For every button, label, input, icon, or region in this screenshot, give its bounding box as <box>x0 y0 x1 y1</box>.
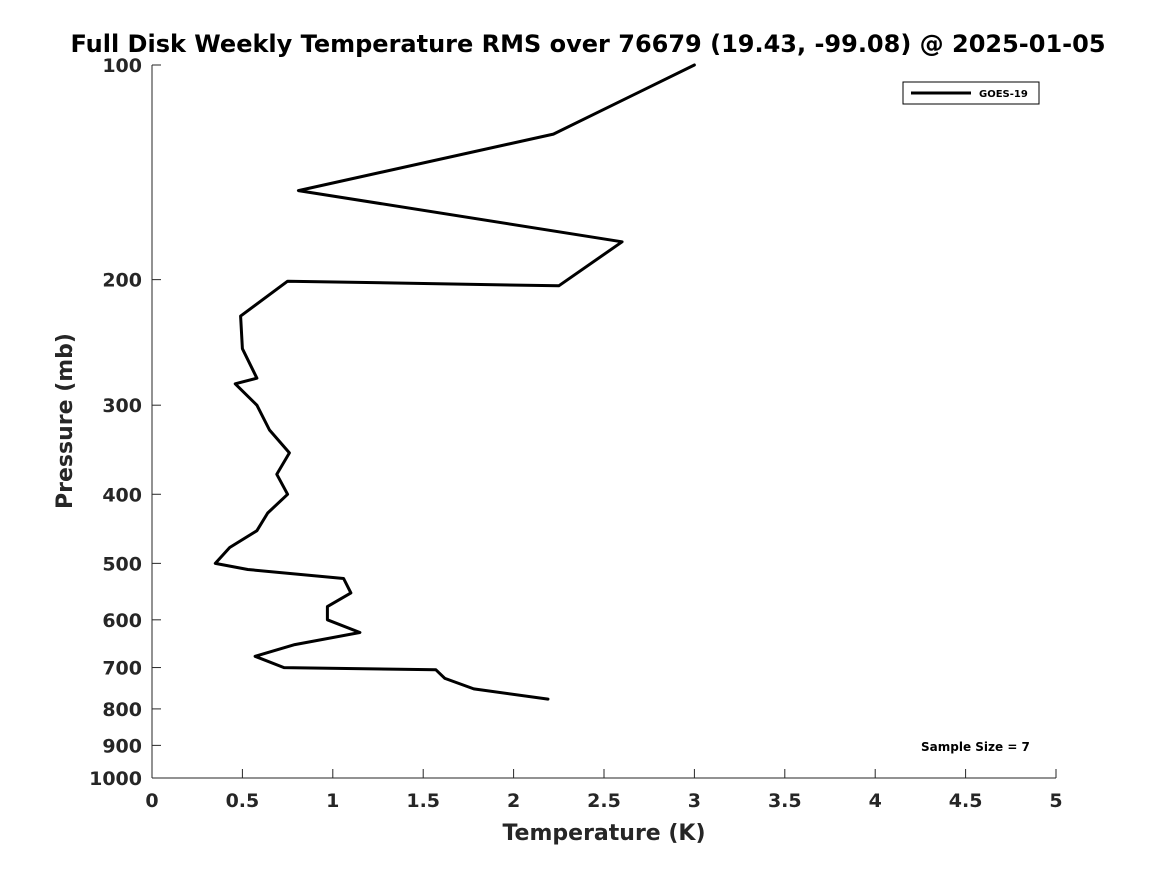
x-tick-label: 3 <box>688 790 701 812</box>
x-tick-label: 4.5 <box>949 790 983 812</box>
x-tick-label: 5 <box>1049 790 1062 812</box>
x-tick-label: 0.5 <box>226 790 260 812</box>
x-tick-label: 1 <box>326 790 339 812</box>
series-group <box>213 63 696 701</box>
y-tick-label: 700 <box>102 658 142 680</box>
y-axis-ticks: 100 200 300 400 500 600 700 800 900 1000 <box>89 55 161 790</box>
y-tick-label: 400 <box>102 484 142 506</box>
x-tick-label: 2 <box>507 790 520 812</box>
x-tick-label: 3.5 <box>768 790 802 812</box>
x-tick-label: 2.5 <box>587 790 621 812</box>
x-tick-label: 4 <box>869 790 882 812</box>
y-tick-label: 800 <box>102 699 142 721</box>
y-tick-label: 900 <box>102 735 142 757</box>
sample-size-annotation: Sample Size = 7 <box>921 740 1030 754</box>
x-tick-label: 1.5 <box>406 790 440 812</box>
chart-title: Full Disk Weekly Temperature RMS over 76… <box>70 30 1105 58</box>
y-tick-label: 500 <box>102 553 142 575</box>
y-axis-label: Pressure (mb) <box>53 333 78 509</box>
legend-label-goes-19: GOES-19 <box>979 89 1028 100</box>
axes <box>151 65 1056 779</box>
y-tick-label: 300 <box>102 395 142 417</box>
y-tick-label: 100 <box>102 55 142 77</box>
y-tick-label: 1000 <box>89 768 142 790</box>
x-axis-label: Temperature (K) <box>502 821 705 846</box>
legend: GOES-19 <box>902 81 1040 105</box>
y-tick-label: 200 <box>102 270 142 292</box>
y-tick-label: 600 <box>102 610 142 632</box>
series-line-goes-19 <box>213 63 696 701</box>
x-axis-ticks: 0 0.5 1 1.5 2 2.5 3 3.5 4 4.5 5 <box>145 769 1063 812</box>
x-tick-label: 0 <box>145 790 158 812</box>
